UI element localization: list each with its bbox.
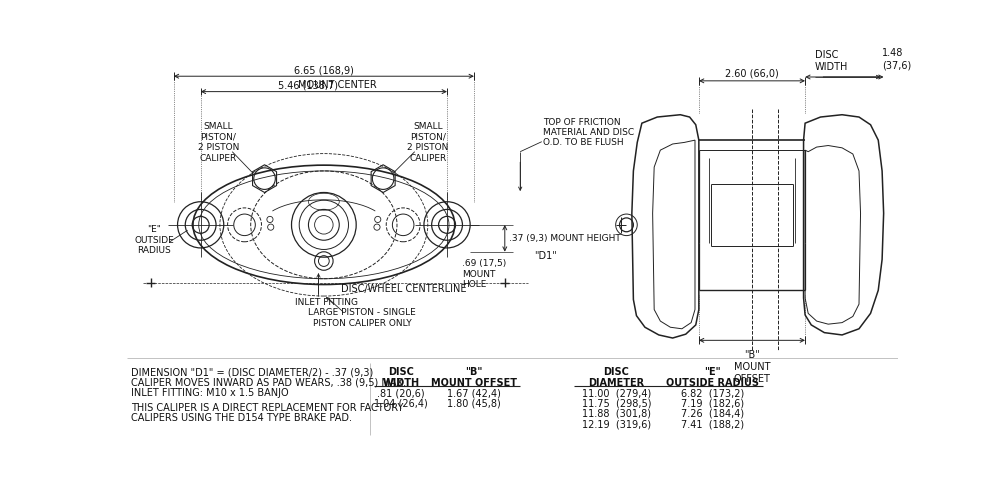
Text: WIDTH: WIDTH [382,378,419,388]
Text: "E"
OUTSIDE
RADIUS: "E" OUTSIDE RADIUS [135,225,174,255]
Text: 7.26  (184,4): 7.26 (184,4) [681,409,744,419]
Text: DISC
WIDTH: DISC WIDTH [815,50,848,72]
Text: 12.19  (319,6): 12.19 (319,6) [582,419,651,429]
Text: 11.00  (279,4): 11.00 (279,4) [582,388,651,398]
Text: LARGE PISTON - SINGLE
PISTON CALIPER ONLY: LARGE PISTON - SINGLE PISTON CALIPER ONL… [308,308,416,328]
Text: 1.48
(37,6): 1.48 (37,6) [882,48,911,70]
Text: 6.82  (173,2): 6.82 (173,2) [681,388,744,398]
Text: "E": "E" [704,367,721,377]
Text: OUTSIDE RADIUS: OUTSIDE RADIUS [666,378,759,388]
Text: 6.65 (168,9): 6.65 (168,9) [294,65,354,75]
Text: DISC: DISC [388,367,414,377]
Text: 11.75  (298,5): 11.75 (298,5) [582,399,651,409]
Text: DISC: DISC [604,367,629,377]
Text: DISC/WHEEL CENTERLINE: DISC/WHEEL CENTERLINE [341,284,466,294]
Text: 5.46 (138,7): 5.46 (138,7) [278,81,338,90]
Text: INLET FITTING: INLET FITTING [295,298,358,307]
Text: SMALL
PISTON/
2 PISTON
CALIPER: SMALL PISTON/ 2 PISTON CALIPER [198,123,239,163]
Text: "D1": "D1" [534,250,557,261]
Text: "B"
MOUNT
OFFSET: "B" MOUNT OFFSET [734,350,770,383]
Text: DIMENSION "D1" = (DISC DIAMETER/2) - .37 (9,3): DIMENSION "D1" = (DISC DIAMETER/2) - .37… [131,367,373,377]
Text: 11.88  (301,8): 11.88 (301,8) [582,409,651,419]
Text: CALIPER MOVES INWARD AS PAD WEARS, .38 (9,5) MAX.: CALIPER MOVES INWARD AS PAD WEARS, .38 (… [131,378,406,388]
Text: "B": "B" [465,367,483,377]
Text: TOP OF FRICTION
MATERIAL AND DISC
O.D. TO BE FLUSH: TOP OF FRICTION MATERIAL AND DISC O.D. T… [543,118,634,147]
Text: CALIPERS USING THE D154 TYPE BRAKE PAD.: CALIPERS USING THE D154 TYPE BRAKE PAD. [131,413,352,423]
Text: .81 (20,6): .81 (20,6) [377,388,425,398]
Text: MOUNT CENTER: MOUNT CENTER [298,81,377,90]
Text: 2.60 (66,0): 2.60 (66,0) [725,69,779,79]
Text: THIS CALIPER IS A DIRECT REPLACEMENT FOR FACTORY: THIS CALIPER IS A DIRECT REPLACEMENT FOR… [131,403,403,412]
Text: MOUNT OFFSET: MOUNT OFFSET [431,378,517,388]
Text: INLET FITTING: M10 x 1.5 BANJO: INLET FITTING: M10 x 1.5 BANJO [131,388,288,398]
Text: .37 (9,3) MOUNT HEIGHT: .37 (9,3) MOUNT HEIGHT [509,234,620,243]
Text: 7.19  (182,6): 7.19 (182,6) [681,399,744,409]
Text: 1.67 (42,4): 1.67 (42,4) [447,388,501,398]
Text: SMALL
PISTON/
2 PISTON
CALIPER: SMALL PISTON/ 2 PISTON CALIPER [407,123,448,163]
Text: DIAMETER: DIAMETER [588,378,645,388]
Text: 7.41  (188,2): 7.41 (188,2) [681,419,744,429]
Text: .69 (17,5)
MOUNT
HOLE: .69 (17,5) MOUNT HOLE [462,259,507,289]
Text: 1.04 (26,4): 1.04 (26,4) [374,399,428,409]
Text: 1.80 (45,8): 1.80 (45,8) [447,399,501,409]
